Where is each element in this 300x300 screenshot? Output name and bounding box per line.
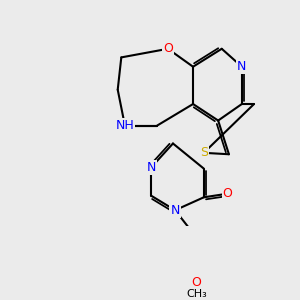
Text: N: N: [237, 60, 247, 73]
Text: O: O: [192, 276, 202, 289]
Text: O: O: [223, 187, 232, 200]
Text: S: S: [200, 146, 208, 159]
Text: N: N: [147, 161, 156, 174]
Text: N: N: [170, 204, 180, 217]
Text: NH: NH: [116, 119, 134, 132]
Text: O: O: [163, 42, 173, 55]
Text: CH₃: CH₃: [186, 289, 207, 298]
